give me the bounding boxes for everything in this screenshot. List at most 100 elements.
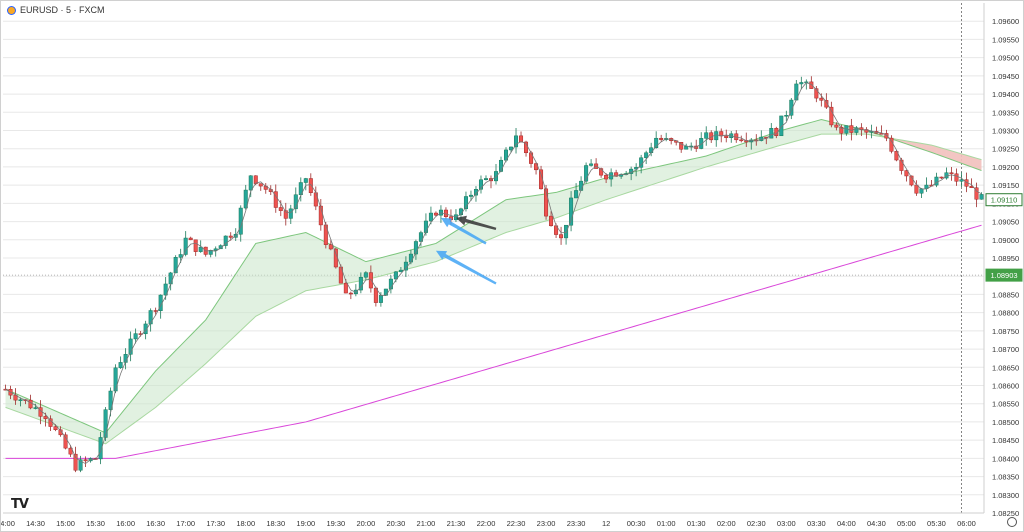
- candle-body: [358, 276, 363, 291]
- candle-body: [559, 234, 564, 239]
- candle-body: [413, 241, 418, 255]
- candle-body: [108, 390, 113, 410]
- candle-body: [128, 338, 133, 355]
- time-tick-label: 02:30: [747, 519, 766, 528]
- candle-body: [313, 192, 318, 207]
- price-tick-label: 1.08500: [992, 418, 1019, 427]
- time-tick-label: 02:00: [717, 519, 736, 528]
- candle-body: [258, 183, 263, 187]
- candle-body: [789, 99, 794, 116]
- price-tick-label: 1.08250: [992, 509, 1019, 518]
- candle-body: [899, 159, 904, 171]
- price-tick-label: 1.09350: [992, 108, 1019, 117]
- time-tick-label: 23:00: [537, 519, 556, 528]
- candle-body: [408, 253, 413, 263]
- candle-body: [819, 97, 824, 101]
- candle-body: [273, 191, 278, 208]
- price-tick-label: 1.08750: [992, 327, 1019, 336]
- candle-body: [433, 212, 438, 216]
- candle-body: [73, 453, 78, 471]
- reference-price-badge-box: [985, 268, 1023, 282]
- time-tick-label: 14:30: [26, 519, 45, 528]
- candle-body: [494, 171, 499, 182]
- candle-body: [649, 147, 654, 153]
- candle-body: [43, 416, 48, 420]
- candle-body: [348, 292, 353, 295]
- candle-body: [98, 437, 103, 460]
- time-tick-label: 22:00: [477, 519, 496, 528]
- ribbon-bear-fill: [956, 152, 962, 164]
- last-price-badge: 1.09110: [991, 196, 1018, 205]
- candle-body: [659, 137, 664, 140]
- candle-body: [519, 135, 524, 143]
- long-ma-line: [5, 224, 982, 459]
- candle-body: [153, 310, 158, 312]
- candle-body: [103, 409, 108, 438]
- tradingview-logo-icon[interactable]: TV: [11, 497, 29, 512]
- black-arrow-icon: [455, 215, 497, 231]
- time-tick-label: 04:30: [867, 519, 886, 528]
- settings-icon[interactable]: [1007, 517, 1017, 527]
- candle-body: [949, 172, 954, 175]
- candle-body: [779, 115, 784, 137]
- time-tick-label: 21:00: [417, 519, 436, 528]
- candle-body: [168, 272, 173, 285]
- price-tick-label: 1.08850: [992, 290, 1019, 299]
- candle-body: [18, 399, 23, 401]
- candle-body: [428, 212, 433, 222]
- candle-body: [63, 434, 68, 449]
- time-axis[interactable]: 14:00 14:30 15:00 15:30 16:00 16:30 17:00 17:30…: [1, 512, 984, 528]
- candle-body: [684, 146, 689, 150]
- candle-body: [33, 407, 38, 409]
- last-price-badge-box: [985, 193, 1023, 207]
- fast-moving-average: [5, 82, 982, 465]
- candle-body: [188, 237, 193, 241]
- candle-body: [514, 135, 519, 148]
- candle-body: [173, 257, 178, 274]
- candle-body: [218, 245, 223, 250]
- price-tick-label: 1.09150: [992, 181, 1019, 190]
- candle-body: [904, 170, 909, 177]
- price-tick-label: 1.09600: [992, 17, 1019, 26]
- time-tick-label: 04:00: [837, 519, 856, 528]
- blue-arrow-icon: [435, 250, 497, 285]
- time-tick-label: 03:00: [777, 519, 796, 528]
- time-tick-label: 05:30: [927, 519, 946, 528]
- time-tick-label: 19:00: [296, 519, 315, 528]
- time-tick-label: 01:00: [657, 519, 676, 528]
- price-axis[interactable]: 1.09600 1.09550 1.09500 1.09450 1.09400 1.093…: [983, 3, 1019, 518]
- time-tick-label: 16:00: [116, 519, 135, 528]
- time-tick-label: 22:30: [507, 519, 526, 528]
- candle-body: [954, 173, 959, 182]
- candle-body: [78, 459, 83, 471]
- candle-body: [839, 127, 844, 134]
- candle-body: [769, 128, 774, 139]
- price-tick-label: 1.09000: [992, 236, 1019, 245]
- candle-body: [368, 272, 373, 289]
- time-tick-label: 17:30: [206, 519, 225, 528]
- candle-body: [934, 176, 939, 186]
- price-tick-label: 1.09500: [992, 54, 1019, 63]
- ribbon-band: [5, 119, 982, 445]
- price-tick-label: 1.08550: [992, 400, 1019, 409]
- candle-body: [799, 82, 804, 85]
- candle-body: [809, 81, 814, 89]
- ribbon-bear-fill: [906, 140, 912, 146]
- time-tick-label: 12: [602, 519, 610, 528]
- symbol-title[interactable]: EURUSD · 5 · FXCM: [7, 5, 105, 15]
- price-tick-label: 1.08300: [992, 491, 1019, 500]
- candle-body: [463, 196, 468, 210]
- time-tick-label: 06:00: [957, 519, 976, 528]
- candle-body: [328, 244, 333, 250]
- candle-body: [724, 135, 729, 138]
- ribbon-bear-fill: [941, 147, 947, 158]
- ribbon-bear-fill: [976, 158, 982, 171]
- candle-body: [468, 194, 473, 197]
- price-tick-label: 1.08800: [992, 309, 1019, 318]
- candle-body: [148, 310, 153, 325]
- ribbon-bear-fill: [971, 156, 977, 169]
- candle-body: [574, 190, 579, 199]
- candle-body: [478, 179, 483, 190]
- candle-body: [333, 248, 338, 268]
